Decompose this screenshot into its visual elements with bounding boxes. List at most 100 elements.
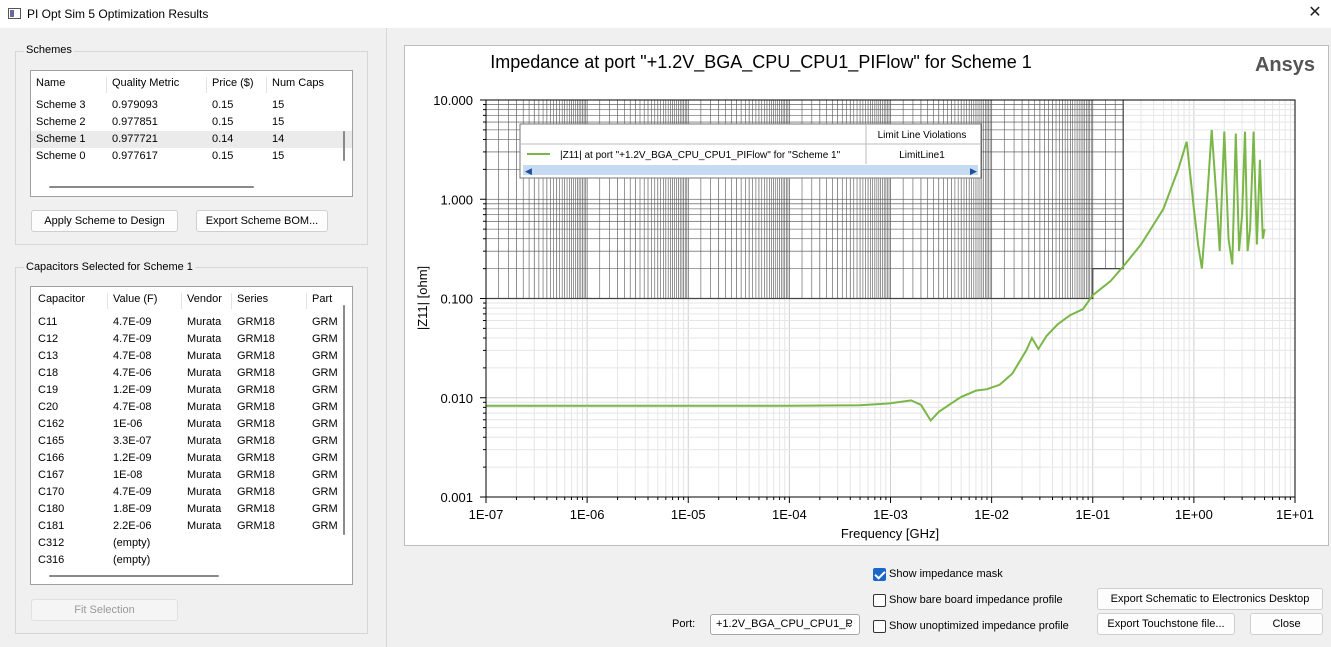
scheme-cell: 0.15 bbox=[212, 150, 234, 162]
close-window-button[interactable]: ✕ bbox=[1308, 4, 1322, 21]
impedance-plot-svg: Impedance at port "+1.2V_BGA_CPU_CPU1_PI… bbox=[415, 52, 1315, 541]
x-tick-label: 1E-04 bbox=[772, 507, 807, 522]
capacitor-row[interactable]: C312 (empty) bbox=[31, 535, 352, 552]
capacitor-cell: C12 bbox=[38, 333, 59, 345]
limit-line bbox=[486, 100, 1124, 300]
export-schematic-button[interactable]: Export Schematic to Electronics Desktop bbox=[1097, 588, 1323, 610]
z11-curve bbox=[486, 129, 1266, 423]
chevron-down-icon: ⌄ bbox=[845, 619, 854, 630]
capacitor-row[interactable]: C165 3.3E-07 Murata GRM18 GRM bbox=[31, 433, 352, 450]
capacitor-row[interactable]: C316 (empty) bbox=[31, 552, 352, 569]
export-touchstone-button[interactable]: Export Touchstone file... bbox=[1097, 613, 1235, 635]
col-quality-metric[interactable]: Quality Metric bbox=[107, 77, 207, 93]
capacitors-vscroll[interactable] bbox=[343, 305, 345, 535]
col-name[interactable]: Name bbox=[31, 77, 107, 93]
col-capacitor[interactable]: Capacitor bbox=[33, 293, 108, 309]
x-tick-label: 1E+00 bbox=[1175, 507, 1213, 522]
capacitor-cell: GRM bbox=[312, 333, 338, 345]
capacitor-cell: C19 bbox=[38, 384, 59, 396]
capacitors-table[interactable]: Capacitor Value (F) Vendor Series Part C… bbox=[30, 286, 353, 585]
capacitor-row[interactable]: C166 1.2E-09 Murata GRM18 GRM bbox=[31, 450, 352, 467]
scheme-row[interactable]: Scheme 2 0.977851 0.15 15 bbox=[31, 114, 352, 131]
impedance-plot[interactable]: Impedance at port "+1.2V_BGA_CPU_CPU1_PI… bbox=[404, 45, 1329, 546]
title-bar: PI Opt Sim 5 Optimization Results ✕ bbox=[0, 0, 1331, 28]
app-icon bbox=[8, 8, 21, 19]
scheme-cell: 0.977851 bbox=[112, 116, 158, 128]
capacitors-hscroll[interactable] bbox=[49, 575, 219, 577]
scheme-cell: 0.15 bbox=[212, 99, 234, 111]
port-select[interactable]: +1.2V_BGA_CPU_CPU1_P ⌄ bbox=[710, 614, 860, 635]
capacitor-row[interactable]: C12 4.7E-09 Murata GRM18 GRM bbox=[31, 331, 352, 348]
port-label: Port: bbox=[672, 618, 696, 630]
capacitor-cell: GRM bbox=[312, 469, 338, 481]
capacitor-row[interactable]: C20 4.7E-08 Murata GRM18 GRM bbox=[31, 399, 352, 416]
capacitor-cell: Murata bbox=[187, 520, 222, 532]
show-bare-check-icon[interactable] bbox=[873, 593, 886, 607]
close-button[interactable]: Close bbox=[1250, 613, 1323, 635]
export-bom-button[interactable]: Export Scheme BOM... bbox=[196, 210, 328, 232]
capacitor-cell: GRM bbox=[312, 486, 338, 498]
capacitor-cell: C312 bbox=[38, 537, 65, 549]
show-mask-checkbox[interactable]: Show impedance mask bbox=[873, 566, 1003, 582]
capacitor-cell: Murata bbox=[187, 316, 222, 328]
capacitor-cell: Murata bbox=[187, 469, 222, 481]
capacitor-row[interactable]: C11 4.7E-09 Murata GRM18 GRM bbox=[31, 314, 352, 331]
col-price[interactable]: Price ($) bbox=[207, 77, 267, 93]
legend-scroll-left-icon[interactable]: ◀ bbox=[525, 166, 532, 176]
capacitor-row[interactable]: C181 2.2E-06 Murata GRM18 GRM bbox=[31, 518, 352, 535]
ansys-brand: Ansys bbox=[1255, 54, 1315, 76]
y-tick-label: 1.000 bbox=[440, 192, 473, 207]
capacitor-cell: C166 bbox=[38, 452, 65, 464]
scheme-row[interactable]: Scheme 0 0.977617 0.15 15 bbox=[31, 148, 352, 165]
capacitor-cell: GRM18 bbox=[237, 350, 275, 362]
x-tick-label: 1E-01 bbox=[1075, 507, 1110, 522]
show-bare-checkbox[interactable]: Show bare board impedance profile bbox=[873, 592, 1063, 608]
capacitor-cell: GRM bbox=[312, 316, 338, 328]
apply-scheme-button[interactable]: Apply Scheme to Design bbox=[31, 210, 178, 232]
scheme-cell: 15 bbox=[272, 150, 285, 162]
schemes-group-title: Schemes bbox=[24, 44, 74, 56]
col-part[interactable]: Part bbox=[312, 293, 333, 305]
capacitor-cell: Murata bbox=[187, 401, 222, 413]
scheme-cell: 14 bbox=[272, 133, 285, 145]
show-unopt-check-icon[interactable] bbox=[873, 619, 886, 633]
scheme-row[interactable]: Scheme 1 0.977721 0.14 14 bbox=[31, 131, 352, 148]
col-num-caps[interactable]: Num Caps bbox=[272, 77, 324, 89]
scheme-cell: 0.977617 bbox=[112, 150, 158, 162]
show-unopt-checkbox[interactable]: Show unoptimized impedance profile bbox=[873, 618, 1069, 634]
capacitor-cell: C165 bbox=[38, 435, 65, 447]
schemes-hscroll[interactable] bbox=[49, 186, 254, 188]
x-tick-label: 1E-06 bbox=[570, 507, 605, 522]
show-mask-check-icon[interactable] bbox=[873, 567, 886, 581]
legend-scroll-right-icon[interactable]: ▶ bbox=[970, 166, 977, 176]
legend-violation: LimitLine1 bbox=[899, 150, 945, 161]
show-unopt-label: Show unoptimized impedance profile bbox=[889, 620, 1069, 632]
capacitor-row[interactable]: C162 1E-06 Murata GRM18 GRM bbox=[31, 416, 352, 433]
capacitor-row[interactable]: C13 4.7E-08 Murata GRM18 GRM bbox=[31, 348, 352, 365]
capacitor-cell: GRM18 bbox=[237, 367, 275, 379]
capacitor-row[interactable]: C19 1.2E-09 Murata GRM18 GRM bbox=[31, 382, 352, 399]
capacitor-cell: GRM18 bbox=[237, 503, 275, 515]
legend-hscroll[interactable] bbox=[523, 165, 978, 175]
schemes-vscroll[interactable] bbox=[343, 131, 345, 161]
capacitor-cell: 4.7E-09 bbox=[113, 333, 152, 345]
fit-selection-button[interactable]: Fit Selection bbox=[31, 599, 178, 621]
col-value[interactable]: Value (F) bbox=[108, 293, 182, 309]
capacitor-row[interactable]: C167 1E-08 Murata GRM18 GRM bbox=[31, 467, 352, 484]
plot-legend[interactable]: Limit Line Violations |Z11| at port "+1.… bbox=[519, 123, 982, 179]
capacitor-row[interactable]: C18 4.7E-06 Murata GRM18 GRM bbox=[31, 365, 352, 382]
capacitor-row[interactable]: C180 1.8E-09 Murata GRM18 GRM bbox=[31, 501, 352, 518]
col-series[interactable]: Series bbox=[232, 293, 307, 309]
x-tick-label: 1E-07 bbox=[469, 507, 504, 522]
scheme-row[interactable]: Scheme 3 0.979093 0.15 15 bbox=[31, 97, 352, 114]
col-vendor[interactable]: Vendor bbox=[182, 293, 232, 309]
capacitor-cell: 1E-08 bbox=[113, 469, 143, 481]
capacitor-cell: 3.3E-07 bbox=[113, 435, 152, 447]
schemes-table[interactable]: Name Quality Metric Price ($) Num Caps S… bbox=[30, 70, 353, 197]
capacitor-cell: C316 bbox=[38, 554, 65, 566]
capacitor-cell: Murata bbox=[187, 418, 222, 430]
scheme-cell: 15 bbox=[272, 99, 285, 111]
capacitor-cell: Murata bbox=[187, 367, 222, 379]
capacitor-cell: C170 bbox=[38, 486, 65, 498]
capacitor-row[interactable]: C170 4.7E-09 Murata GRM18 GRM bbox=[31, 484, 352, 501]
